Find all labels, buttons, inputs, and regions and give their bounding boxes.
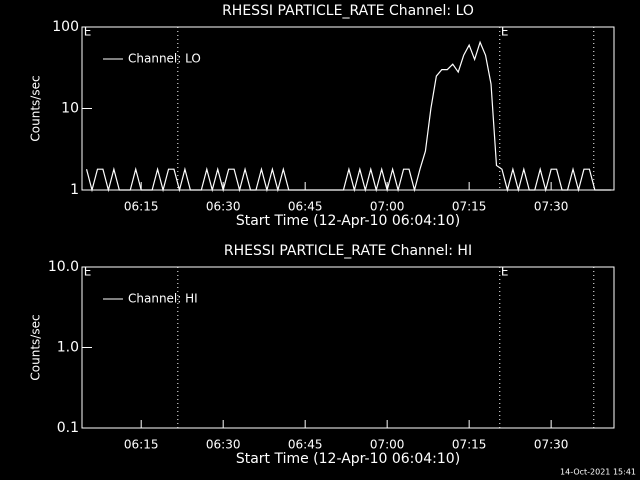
x-tick-label: 06:45: [288, 200, 323, 214]
event-label: E: [501, 25, 509, 39]
event-label: E: [84, 25, 92, 39]
y-tick-label: 100: [52, 19, 79, 35]
legend-label: Channel: HI: [128, 292, 198, 306]
x-tick-label: 07:30: [534, 438, 569, 452]
x-axis-label: Start Time (12-Apr-10 06:04:10): [236, 213, 460, 229]
y-tick-label: 1: [70, 182, 79, 198]
y-axis-label: Counts/sec: [29, 75, 43, 141]
x-axis-label: Start Time (12-Apr-10 06:04:10): [236, 451, 460, 467]
y-axis-label: Counts/sec: [29, 314, 43, 380]
y-tick-label: 10.0: [48, 259, 79, 275]
x-tick-label: 06:30: [206, 438, 241, 452]
chart-title: RHESSI PARTICLE_RATE Channel: LO: [222, 3, 474, 19]
y-tick-label: 0.1: [57, 420, 79, 436]
x-tick-label: 06:15: [124, 200, 159, 214]
data-line: [85, 40, 612, 193]
x-tick-label: 07:00: [370, 438, 405, 452]
chart-title: RHESSI PARTICLE_RATE Channel: HI: [224, 243, 472, 259]
event-label: E: [501, 265, 509, 279]
x-tick-label: 07:00: [370, 200, 405, 214]
x-tick-label: 07:30: [534, 200, 569, 214]
x-tick-label: 06:15: [124, 438, 159, 452]
x-tick-label: 06:45: [288, 438, 323, 452]
event-label: E: [84, 265, 92, 279]
x-tick-label: 06:30: [206, 200, 241, 214]
x-tick-label: 07:15: [452, 200, 487, 214]
y-tick-label: 10: [61, 101, 79, 117]
y-tick-label: 1.0: [57, 340, 79, 356]
x-tick-label: 07:15: [452, 438, 487, 452]
footer-date: 14-Oct-2021 15:41: [560, 468, 636, 477]
legend-label: Channel: LO: [128, 52, 201, 66]
